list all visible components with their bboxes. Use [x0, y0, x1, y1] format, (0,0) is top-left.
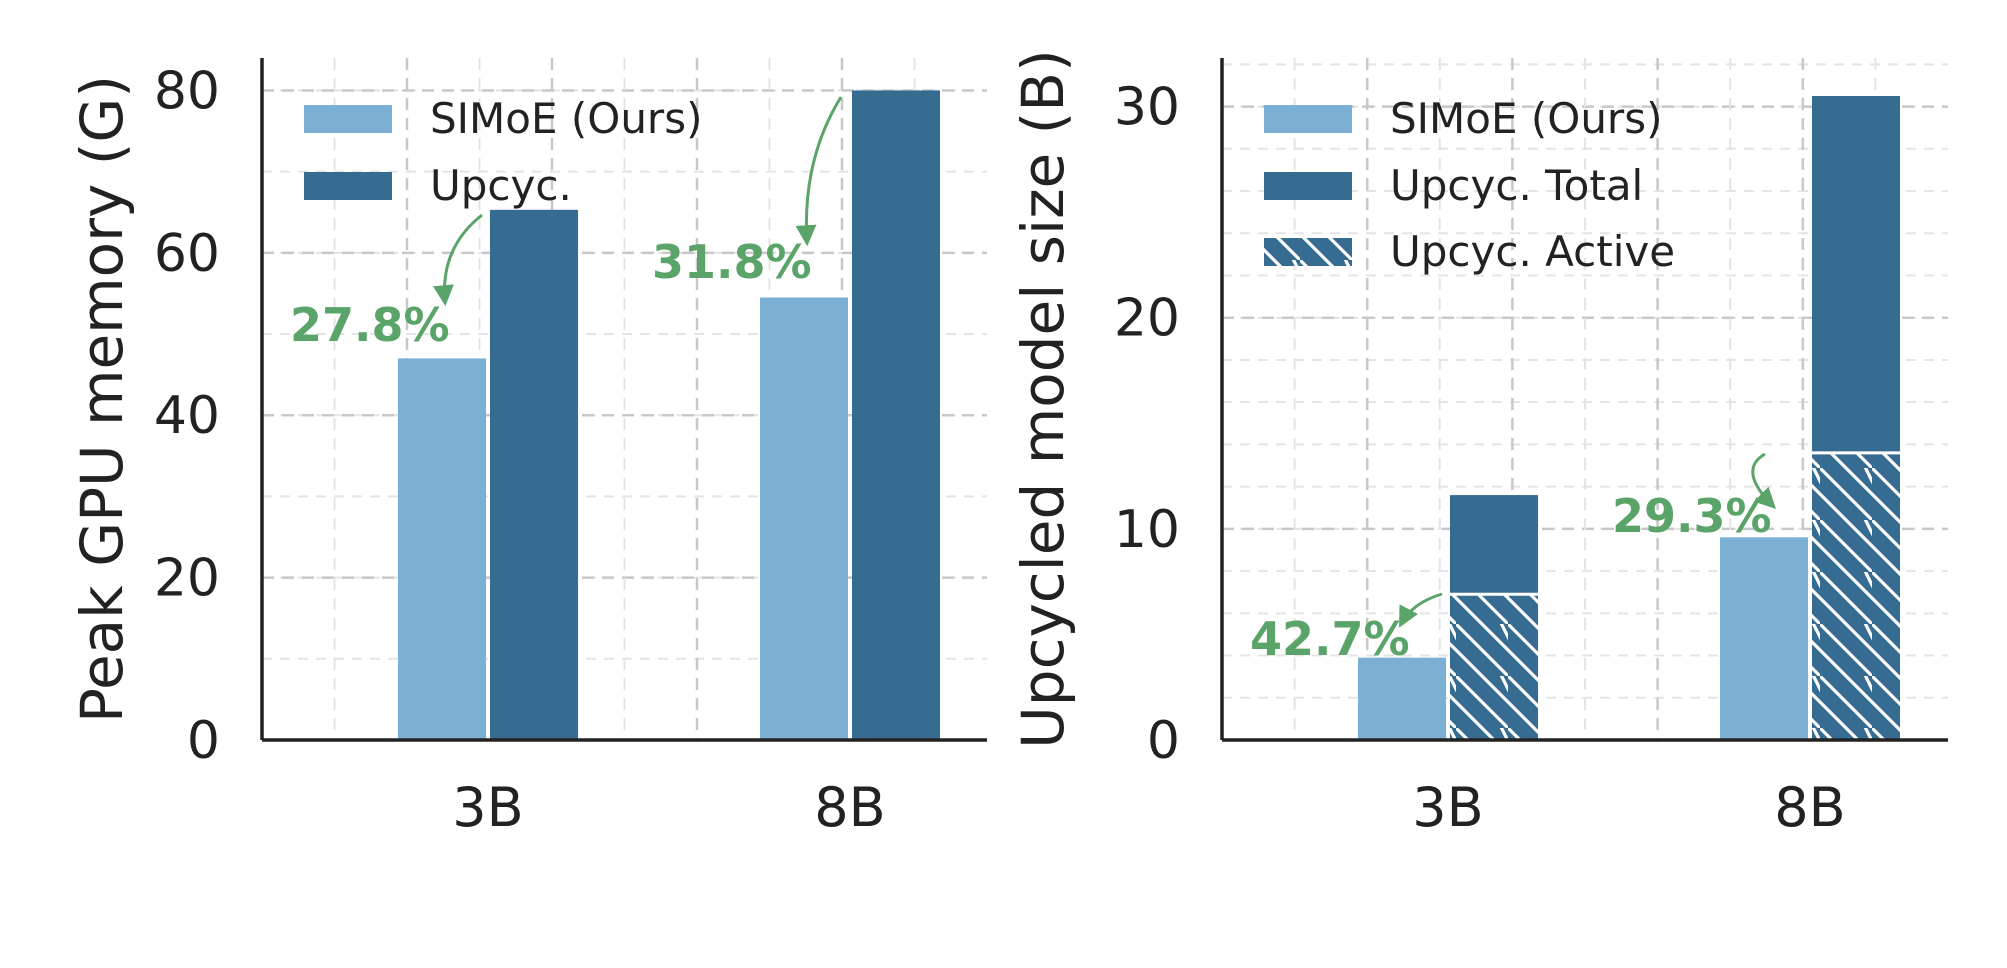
bar-3b-simoe: [1358, 657, 1446, 740]
annotation-label: 31.8%: [652, 235, 812, 289]
annotation-label: 27.8%: [290, 298, 450, 352]
legend-swatch: [1264, 238, 1352, 266]
model-size-chart: SIMoE (Ours) Upcyc. Total Upcyc. Active 42…: [1009, 49, 1948, 839]
annotation-arrow: [1399, 592, 1443, 628]
bar-8b-simoe: [760, 297, 848, 740]
y-tick-label: 30: [1114, 78, 1180, 138]
annotation-label: 42.7%: [1250, 612, 1410, 666]
bar-8b-simoe: [1720, 537, 1808, 740]
model-size-y-axis-label: Upcycled model size (B): [1009, 49, 1077, 748]
legend-swatch: [304, 105, 392, 133]
y-tick-label: 10: [1114, 500, 1180, 560]
memory-chart-ticks: 0 20 40 60 80 3B 8B: [154, 61, 886, 839]
bar-3b-upcyc: [490, 209, 578, 741]
legend-label: Upcyc. Total: [1390, 161, 1643, 210]
legend-swatch: [1264, 105, 1352, 133]
model-size-chart-annotations: 42.7% 29.3%: [1250, 452, 1776, 666]
legend-swatch: [1264, 172, 1352, 200]
memory-chart: SIMoE (Ours) Upcyc. 27.8% 31.8% 0 20 40 60 80 3…: [68, 58, 987, 839]
annotation-arrow: [433, 213, 483, 307]
legend-swatch: [304, 172, 392, 200]
model-size-chart-legend: SIMoE (Ours) Upcyc. Total Upcyc. Active: [1264, 94, 1675, 276]
annotation-arrow: [795, 96, 843, 247]
model-size-chart-axes: [1220, 58, 1948, 742]
bar-8b-upcyc-active: [1812, 452, 1900, 740]
y-tick-label: 60: [154, 224, 220, 284]
legend-label: SIMoE (Ours): [430, 94, 702, 143]
y-tick-label: 0: [187, 711, 220, 771]
x-tick-label: 8B: [1774, 776, 1845, 839]
memory-chart-bars: [398, 90, 940, 741]
annotation-arrow: [1751, 452, 1776, 509]
y-tick-label: 80: [154, 61, 220, 121]
y-tick-label: 20: [154, 549, 220, 609]
bar-3b-upcyc-active: [1450, 594, 1538, 740]
bar-8b-upcyc: [852, 90, 940, 740]
legend-label: Upcyc. Active: [1390, 227, 1675, 276]
x-tick-label: 3B: [1412, 776, 1483, 839]
model-size-chart-bars: [1358, 96, 1900, 740]
y-tick-label: 40: [154, 386, 220, 446]
x-tick-label: 8B: [814, 776, 885, 839]
x-tick-label: 3B: [452, 776, 523, 839]
memory-chart-legend: SIMoE (Ours) Upcyc.: [304, 94, 702, 210]
memory-y-axis-label: Peak GPU memory (G): [68, 75, 136, 723]
legend-label: SIMoE (Ours): [1390, 94, 1662, 143]
y-tick-label: 0: [1147, 711, 1180, 771]
y-tick-label: 20: [1114, 289, 1180, 349]
annotation-label: 29.3%: [1612, 489, 1772, 543]
model-size-chart-ticks: 0 10 20 30 3B 8B: [1114, 78, 1846, 839]
memory-chart-annotations: 27.8% 31.8%: [290, 96, 843, 352]
legend-label: Upcyc.: [430, 161, 572, 210]
memory-chart-axes: [260, 58, 987, 742]
bar-3b-simoe: [398, 358, 486, 740]
